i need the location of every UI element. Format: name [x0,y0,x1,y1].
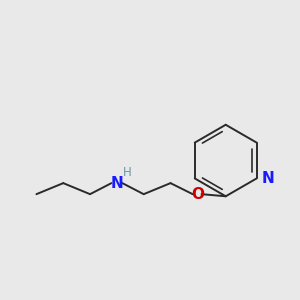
Text: H: H [123,166,132,179]
Text: N: N [262,171,275,186]
Text: O: O [191,187,204,202]
Text: N: N [110,176,123,190]
